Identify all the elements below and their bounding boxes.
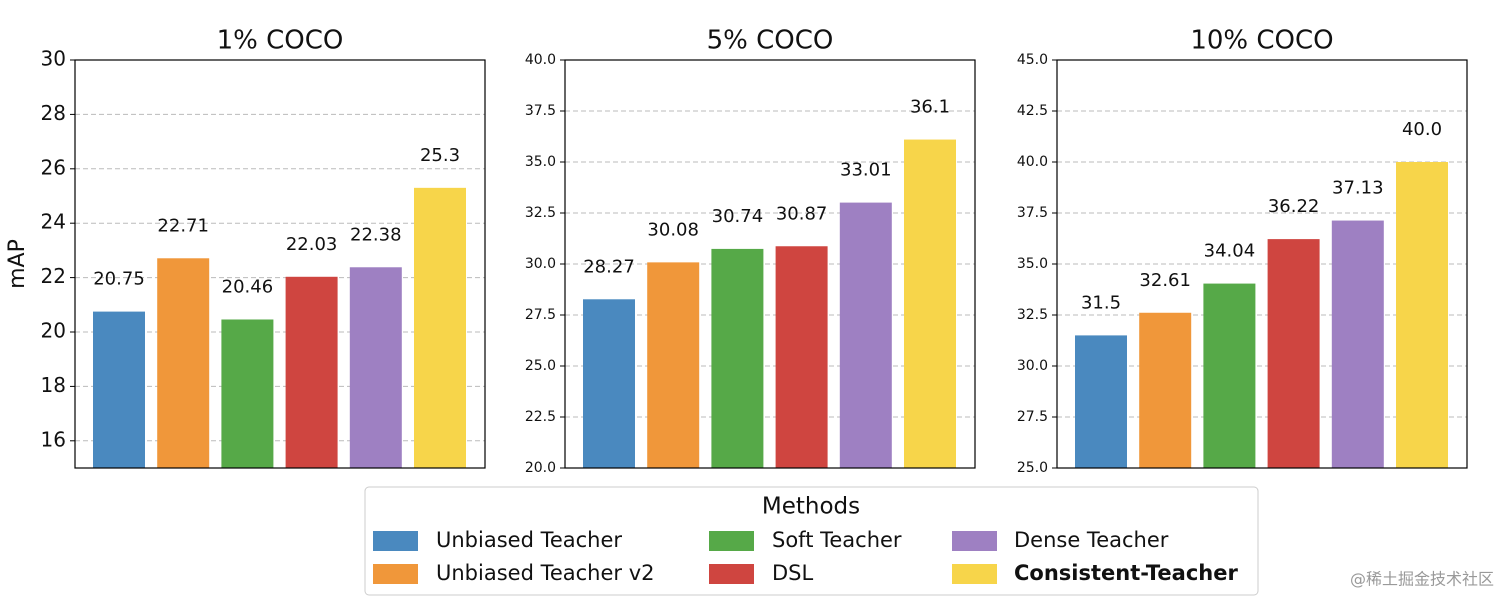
value-label: 30.74	[712, 206, 764, 227]
value-label: 30.87	[776, 203, 828, 224]
y-tick-label: 37.5	[1017, 205, 1048, 221]
value-label: 31.5	[1081, 292, 1121, 313]
legend-label: Unbiased Teacher v2	[436, 561, 655, 585]
value-label: 25.3	[420, 145, 460, 166]
bar	[221, 319, 274, 468]
y-tick-label: 16	[41, 427, 66, 451]
legend-swatch	[373, 531, 418, 551]
legend-label: Consistent-Teacher	[1014, 561, 1238, 585]
y-tick-label: 27.5	[525, 307, 556, 323]
y-tick-label: 30.0	[1017, 358, 1048, 374]
plot-frame	[1056, 59, 1468, 469]
bar	[1267, 239, 1320, 468]
bar	[285, 276, 338, 468]
legend-swatch	[952, 564, 997, 584]
y-tick-label: 26	[41, 155, 66, 179]
y-tick-label: 25.0	[525, 358, 556, 374]
y-tick-label: 24	[41, 210, 66, 234]
y-tick-label: 30	[41, 47, 66, 71]
bar	[711, 248, 764, 468]
legend-swatch	[952, 531, 997, 551]
y-tick-label: 42.5	[1017, 103, 1048, 119]
value-label: 32.61	[1139, 270, 1191, 291]
value-label: 37.13	[1332, 178, 1384, 199]
chart-title: 10% COCO	[1190, 26, 1333, 56]
value-label: 20.75	[93, 269, 145, 290]
y-tick-label: 25.0	[1017, 460, 1048, 476]
chart-title: 5% COCO	[707, 26, 834, 56]
legend-title: Methods	[762, 494, 860, 520]
value-label: 22.38	[350, 224, 402, 245]
value-label: 20.46	[222, 276, 274, 297]
bar	[1203, 283, 1256, 468]
y-tick-label: 20	[41, 319, 66, 343]
y-tick-label: 27.5	[1017, 409, 1048, 425]
y-tick-label: 32.5	[525, 205, 556, 221]
bar	[1396, 162, 1448, 468]
legend-label: Unbiased Teacher	[436, 528, 622, 552]
plot-frame	[74, 59, 486, 469]
value-label: 36.1	[910, 97, 950, 118]
y-tick-label: 37.5	[525, 103, 556, 119]
y-axis-label: mAP	[5, 239, 30, 289]
bar	[349, 267, 402, 468]
legend-box	[364, 486, 1259, 596]
bar	[775, 246, 828, 468]
value-label: 30.08	[647, 219, 699, 240]
y-tick-label: 30.0	[525, 256, 556, 272]
bar	[904, 139, 956, 468]
legend-label: DSL	[772, 561, 814, 585]
value-label: 33.01	[840, 160, 892, 181]
y-tick-label: 40.0	[525, 52, 556, 68]
value-label: 22.71	[157, 215, 209, 236]
bar	[839, 202, 892, 468]
bar	[583, 299, 635, 468]
y-tick-label: 20.0	[525, 460, 556, 476]
bar	[157, 258, 210, 468]
bar	[647, 262, 700, 468]
value-label: 28.27	[583, 256, 635, 277]
value-label: 40.0	[1402, 119, 1442, 140]
legend-label: Soft Teacher	[772, 528, 902, 552]
y-tick-label: 35.0	[525, 154, 556, 170]
legend-swatch	[709, 531, 754, 551]
bar	[1331, 220, 1384, 468]
y-tick-label: 35.0	[1017, 256, 1048, 272]
legend-swatch	[373, 564, 418, 584]
y-tick-label: 45.0	[1017, 52, 1048, 68]
chart-title: 1% COCO	[217, 26, 344, 56]
y-tick-label: 22	[41, 264, 66, 288]
bar	[414, 187, 466, 468]
bar	[1075, 335, 1127, 468]
y-tick-label: 40.0	[1017, 154, 1048, 170]
bar	[93, 311, 145, 468]
plot-frame	[564, 59, 976, 469]
legend-swatch	[709, 564, 754, 584]
value-label: 36.22	[1268, 196, 1320, 217]
value-label: 34.04	[1204, 241, 1256, 262]
legend-label: Dense Teacher	[1014, 528, 1169, 552]
y-tick-label: 32.5	[1017, 307, 1048, 323]
bar	[1139, 312, 1192, 468]
value-label: 22.03	[286, 234, 338, 255]
watermark: @稀土掘金技术社区	[1350, 570, 1494, 589]
y-tick-label: 28	[41, 101, 66, 125]
y-tick-label: 22.5	[525, 409, 556, 425]
y-tick-label: 18	[41, 373, 66, 397]
